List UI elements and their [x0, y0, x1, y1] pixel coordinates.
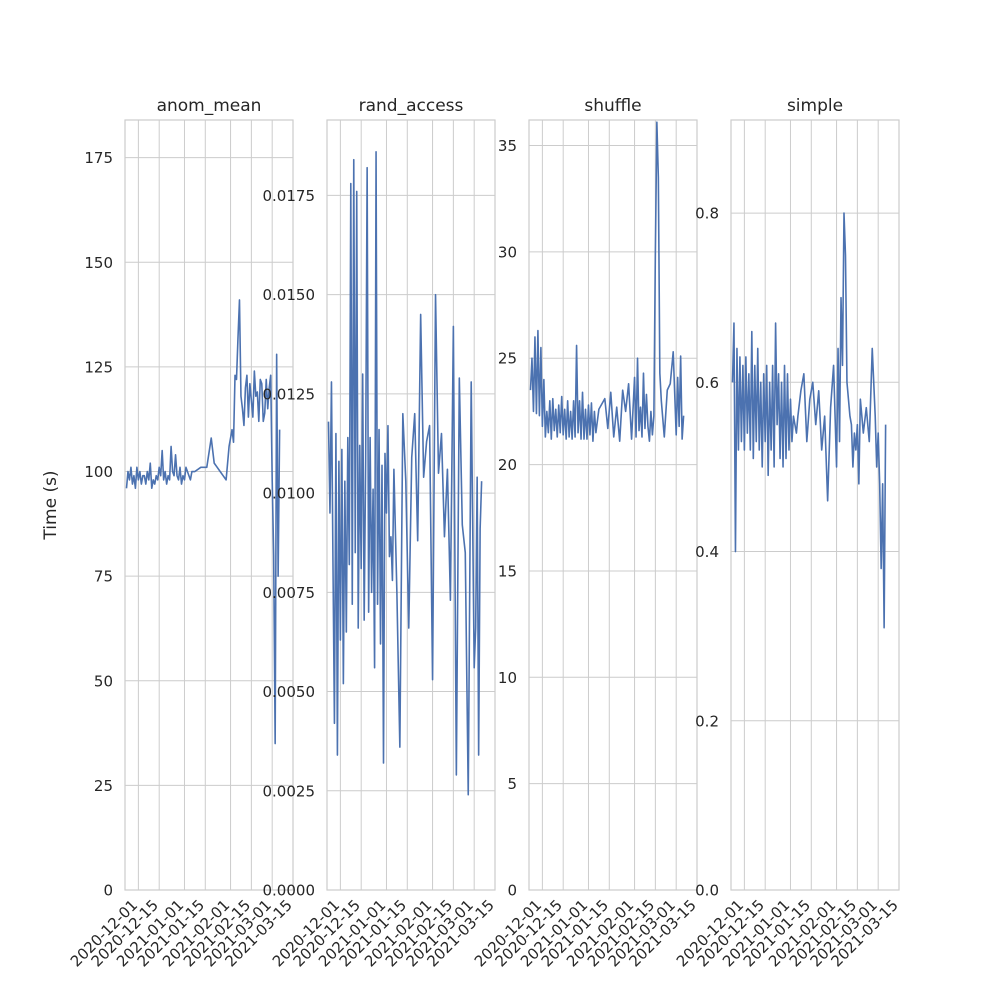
panel-title: shuffle: [584, 96, 641, 116]
series-line: [327, 150, 483, 796]
y-tick-label: 25: [94, 777, 113, 795]
y-tick-label: 0.0050: [263, 683, 316, 701]
y-tick-label: 0: [103, 882, 113, 900]
axes-frame: [730, 119, 900, 891]
panel-title: rand_access: [359, 96, 464, 116]
y-tick-label: 0.0025: [263, 782, 316, 800]
y-tick-label: 0: [507, 882, 517, 900]
y-tick-label: 15: [498, 562, 517, 580]
y-tick-label: 0.0150: [263, 286, 316, 304]
y-tick-label: 0.0100: [263, 485, 316, 503]
y-tick-label: 0.0125: [263, 385, 316, 403]
panel-title: anom_mean: [157, 96, 262, 116]
y-tick-label: 0.0: [695, 882, 719, 900]
y-tick-label: 35: [498, 137, 517, 155]
y-tick-label: 75: [94, 568, 113, 586]
y-tick-label: 10: [498, 669, 517, 687]
y-tick-label: 50: [94, 672, 113, 690]
y-tick-label: 175: [84, 149, 113, 167]
y-tick-label: 0.6: [695, 374, 719, 392]
y-tick-label: 5: [507, 775, 517, 793]
y-tick-label: 0.0000: [263, 882, 316, 900]
series-line: [731, 212, 887, 629]
panel-anom_mean: 02550751001251501752020-12-012020-12-152…: [67, 96, 296, 970]
y-tick-label: 25: [498, 350, 517, 368]
series-line: [529, 121, 685, 442]
panel-shuffle: 051015202530352020-12-012020-12-152021-0…: [471, 96, 700, 970]
y-tick-label: 20: [498, 456, 517, 474]
y-tick-label: 125: [84, 358, 113, 376]
series-line: [125, 299, 281, 745]
panel-simple: 0.00.20.40.60.82020-12-012020-12-152021-…: [673, 96, 902, 970]
y-tick-label: 100: [84, 463, 113, 481]
y-tick-label: 0.0075: [263, 584, 316, 602]
y-tick-label: 150: [84, 254, 113, 272]
chart-panels: 02550751001251501752020-12-012020-12-152…: [67, 96, 902, 970]
y-tick-label: 0.0175: [263, 187, 316, 205]
axes-frame: [124, 119, 294, 891]
axes-frame: [326, 119, 496, 891]
y-tick-label: 30: [498, 243, 517, 261]
y-tick-label: 0.8: [695, 205, 719, 223]
y-tick-label: 0.4: [695, 543, 719, 561]
panel-title: simple: [787, 96, 843, 116]
y-tick-label: 0.2: [695, 712, 719, 730]
y-axis-label: Time (s): [41, 470, 61, 540]
axes-frame: [528, 119, 698, 891]
panel-rand_access: 0.0000 0.0025 0.0050 0.0075 0.0100 0.0125 0.01…: [263, 96, 498, 970]
